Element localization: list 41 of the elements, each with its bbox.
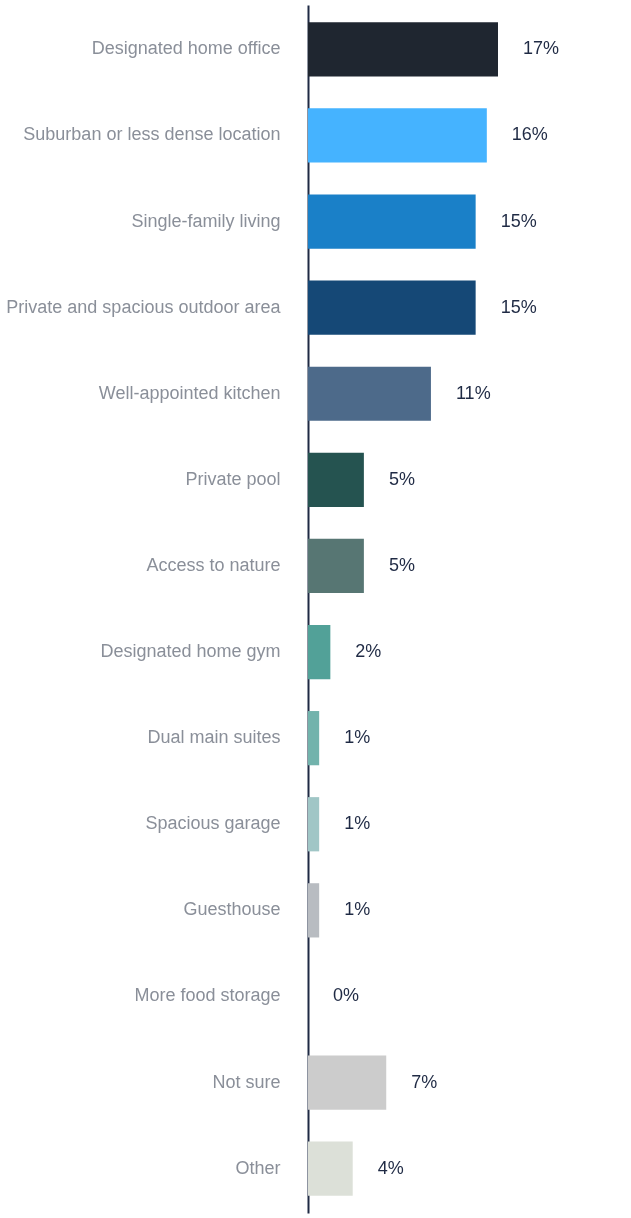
data-label: 4% <box>377 1157 404 1178</box>
data-label: 1% <box>344 813 371 834</box>
data-label: 2% <box>355 641 382 662</box>
bar <box>308 797 320 852</box>
data-label: 16% <box>511 124 548 145</box>
bar <box>308 1055 387 1110</box>
data-label: 7% <box>411 1071 438 1092</box>
bar <box>308 194 476 249</box>
bar <box>308 452 364 507</box>
y-tick-label: Private pool <box>185 468 281 489</box>
y-tick-label: Other <box>235 1157 281 1178</box>
data-label: 5% <box>388 468 415 489</box>
data-label: 0% <box>333 985 360 1006</box>
y-tick-label: Designated home gym <box>100 641 281 662</box>
y-tick-label: Spacious garage <box>145 813 281 834</box>
bar <box>308 538 364 594</box>
data-label: 11% <box>455 382 491 403</box>
y-tick-label: Suburban or less dense location <box>23 124 281 145</box>
data-label: 5% <box>388 554 415 575</box>
bar <box>308 22 498 77</box>
y-tick-label: More food storage <box>134 985 281 1006</box>
y-tick-label: Private and spacious outdoor area <box>6 296 282 317</box>
bar <box>308 280 476 335</box>
bar <box>308 366 431 421</box>
y-tick-label: Access to nature <box>146 554 281 575</box>
data-label: 15% <box>500 210 537 231</box>
data-label: 1% <box>344 899 371 920</box>
y-tick-label: Well-appointed kitchen <box>98 382 281 403</box>
y-tick-label: Not sure <box>212 1071 281 1092</box>
data-label: 15% <box>500 296 537 317</box>
bar <box>308 624 331 680</box>
data-label: 17% <box>523 38 560 59</box>
data-label: 1% <box>344 727 371 748</box>
bar <box>308 711 320 766</box>
bar <box>308 1141 353 1196</box>
bar <box>308 108 487 163</box>
y-tick-label: Single-family living <box>131 210 281 231</box>
bar <box>308 883 320 938</box>
y-tick-label: Dual main suites <box>147 727 281 748</box>
y-tick-label: Designated home office <box>91 38 281 59</box>
y-tick-label: Guesthouse <box>183 899 281 920</box>
